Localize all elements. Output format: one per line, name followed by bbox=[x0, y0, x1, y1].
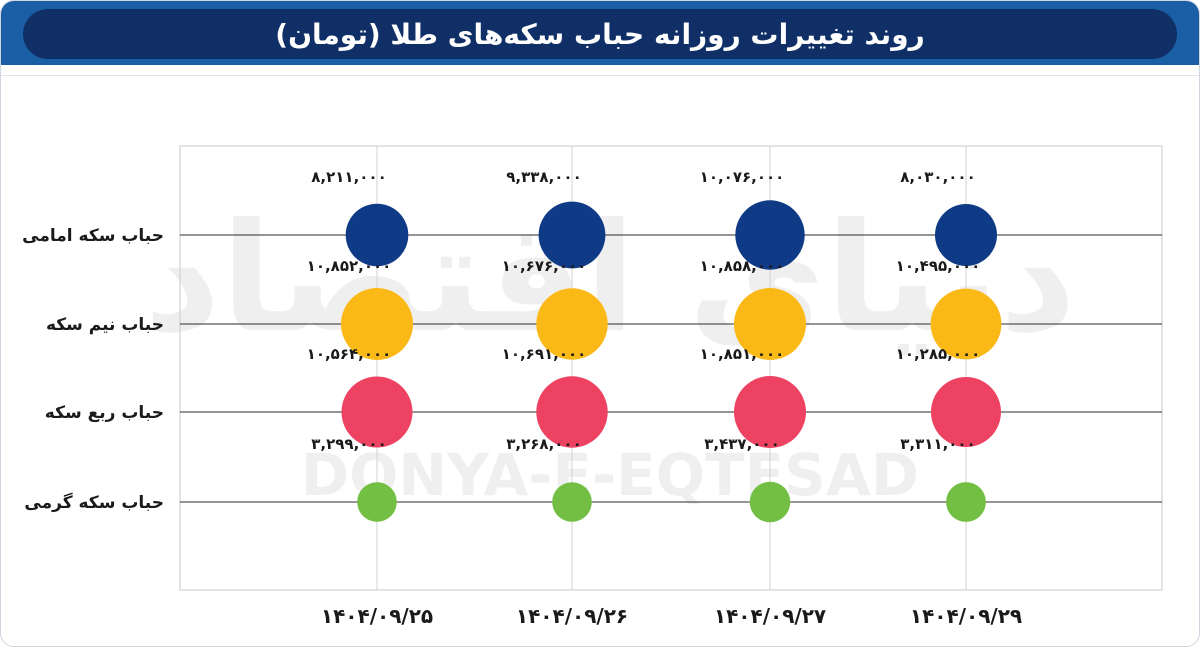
plot-area bbox=[179, 145, 1163, 591]
x-tick-label: ۱۴۰۴/۰۹/۲۷ bbox=[714, 604, 826, 628]
x-tick-label: ۱۴۰۴/۰۹/۲۶ bbox=[516, 604, 628, 628]
bubble bbox=[931, 377, 1001, 447]
row-label: حباب ربع سکه bbox=[45, 403, 164, 423]
data-label: ۱۰,۰۷۶,۰۰۰ bbox=[700, 168, 785, 186]
data-label: ۱۰,۶۹۱,۰۰۰ bbox=[502, 345, 587, 363]
data-label: ۱۰,۸۵۲,۰۰۰ bbox=[307, 257, 392, 275]
watermark-en: DONYA-E-EQTESAD bbox=[301, 441, 919, 509]
row-labels: حباب سکه امامی حباب نیم سکه حباب ربع سکه حب… bbox=[22, 226, 164, 513]
bubble bbox=[538, 201, 606, 269]
bubble bbox=[734, 288, 806, 360]
bubble bbox=[930, 288, 1002, 360]
data-label: ۸,۰۳۰,۰۰۰ bbox=[900, 168, 975, 186]
bubble bbox=[734, 376, 806, 448]
title-pill: روند تغییرات روزانه حباب سکه‌های طلا (تو… bbox=[23, 9, 1177, 59]
data-label: ۱۰,۵۶۴,۰۰۰ bbox=[307, 345, 392, 363]
bubble bbox=[935, 204, 997, 266]
data-label: ۱۰,۸۵۱,۰۰۰ bbox=[700, 345, 785, 363]
bubble bbox=[341, 376, 413, 448]
x-tick-label: ۱۴۰۴/۰۹/۲۵ bbox=[321, 604, 433, 628]
bubble bbox=[345, 203, 409, 267]
bubble bbox=[552, 482, 592, 522]
bubble bbox=[536, 288, 608, 360]
data-label: ۳,۲۶۸,۰۰۰ bbox=[506, 435, 581, 453]
row-label: حباب نیم سکه bbox=[46, 315, 164, 335]
data-label: ۱۰,۴۹۵,۰۰۰ bbox=[896, 257, 981, 275]
watermark: دنیای اقتصاد DONYA-E-EQTESAD bbox=[144, 192, 1077, 509]
data-label: ۳,۳۱۱,۰۰۰ bbox=[900, 435, 975, 453]
bubble bbox=[357, 482, 397, 522]
bubble bbox=[749, 481, 791, 523]
row-label: حباب سکه گرمی bbox=[24, 492, 164, 513]
bubble bbox=[341, 288, 413, 360]
bubble bbox=[536, 376, 608, 448]
data-label: ۱۰,۶۷۶,۰۰۰ bbox=[502, 257, 587, 275]
plot-border bbox=[179, 145, 1163, 591]
data-label: ۳,۲۹۹,۰۰۰ bbox=[311, 435, 386, 453]
data-label: ۸,۲۱۱,۰۰۰ bbox=[311, 168, 386, 186]
bubbles bbox=[341, 200, 1002, 523]
data-label: ۱۰,۸۵۸,۰۰۰ bbox=[700, 257, 785, 275]
bubble bbox=[735, 200, 805, 270]
row-label: حباب سکه امامی bbox=[22, 226, 164, 246]
data-label: ۳,۴۳۷,۰۰۰ bbox=[704, 435, 779, 453]
divider bbox=[1, 75, 1199, 76]
chart-title: روند تغییرات روزانه حباب سکه‌های طلا (تو… bbox=[275, 17, 925, 51]
data-labels: ۸,۲۱۱,۰۰۰ ۹,۳۳۸,۰۰۰ ۱۰,۰۷۶,۰۰۰ ۸,۰۳۰,۰۰۰ ۱۰,… bbox=[307, 168, 981, 453]
data-label: ۹,۳۳۸,۰۰۰ bbox=[506, 168, 581, 186]
data-label: ۱۰,۲۸۵,۰۰۰ bbox=[896, 345, 981, 363]
title-bar: روند تغییرات روزانه حباب سکه‌های طلا (تو… bbox=[1, 1, 1199, 65]
x-tick-label: ۱۴۰۴/۰۹/۲۹ bbox=[910, 604, 1022, 628]
bubble bbox=[946, 482, 986, 522]
column-labels: ۱۴۰۴/۰۹/۲۵ ۱۴۰۴/۰۹/۲۶ ۱۴۰۴/۰۹/۲۷ ۱۴۰۴/۰۹/۲۹ bbox=[321, 604, 1022, 628]
watermark-fa: دنیای اقتصاد bbox=[144, 192, 1077, 366]
